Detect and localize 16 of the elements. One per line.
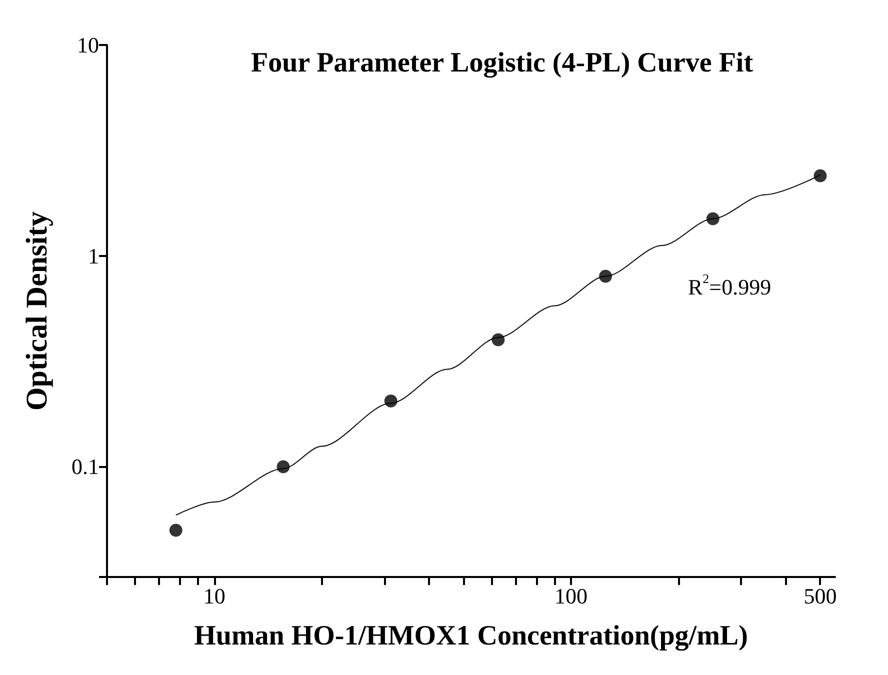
point (169, 524, 182, 537)
y-tick-label: 1 (88, 243, 99, 268)
y-tick-label: 0.1 (72, 454, 99, 480)
point (276, 460, 290, 474)
point (706, 212, 720, 226)
point (814, 169, 827, 182)
point (599, 270, 612, 283)
point (384, 394, 398, 408)
y-axis-title: Optical Density (20, 211, 54, 411)
x-tick-label: 100 (554, 584, 588, 608)
y-tick-label: 10 (77, 32, 99, 58)
chart-title: Four Parameter Logistic (4-PL) Curve Fit (250, 48, 754, 78)
point (492, 333, 505, 346)
x-tick-label: 500 (804, 584, 837, 608)
x-axis-title: Human HO-1/HMOX1 Concentration(pg/mL) (194, 620, 748, 652)
x-tick-label: 10 (203, 584, 226, 608)
